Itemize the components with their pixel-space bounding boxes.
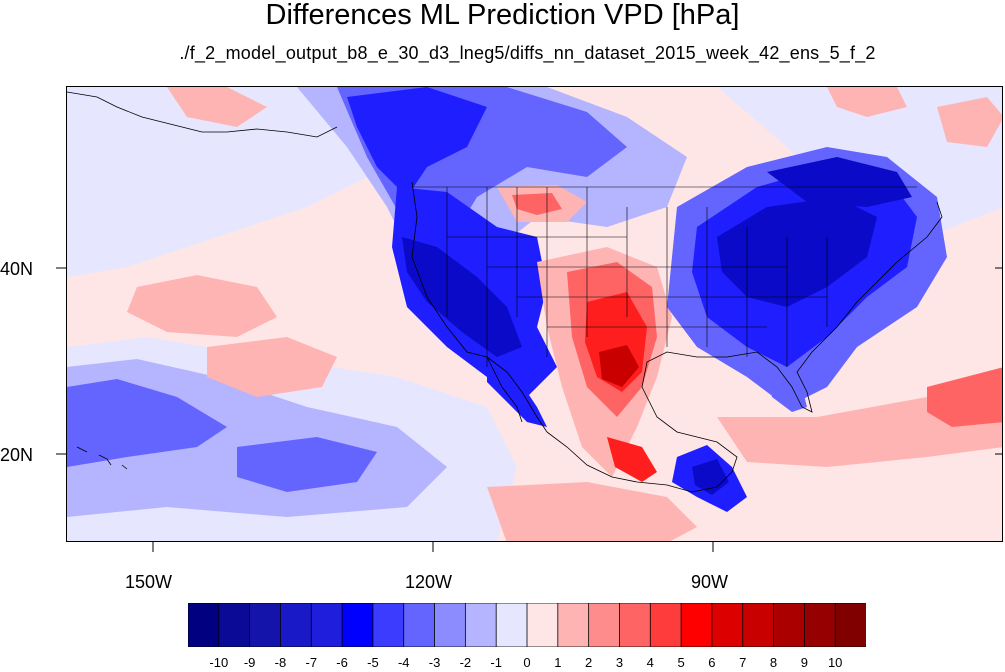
lat-label-40n: 40N (0, 259, 34, 279)
pacific-warm-anomaly-south (207, 337, 337, 397)
colorbar-tick-label: -4 (397, 655, 410, 670)
great-lakes-deep-blue (717, 197, 877, 307)
colorbar-tick-label: -10 (209, 655, 229, 670)
colorbar-swatch (680, 603, 713, 647)
alaska-warm-anomaly (167, 87, 267, 127)
colorbar-tick-label: 3 (615, 655, 624, 670)
colorbar-swatch (773, 603, 806, 647)
colorbar-tick-label: 9 (800, 655, 808, 670)
canada-rockies-blue (347, 87, 487, 197)
pacific-neutral-region (67, 87, 397, 277)
colorbar-swatch (188, 603, 220, 647)
colorbar-tick-label: -7 (305, 655, 318, 670)
labrador-warm (937, 97, 1002, 147)
colorbar-swatch (834, 603, 866, 647)
colorbar-swatch (249, 603, 282, 647)
coastlines (67, 91, 943, 493)
central-pacific-mid-blue (237, 437, 377, 492)
colorbar-tick-label: -5 (367, 655, 379, 670)
colorbar-swatch (619, 603, 652, 647)
colorbar-swatch (403, 603, 436, 647)
state-borders (412, 186, 917, 367)
colorbar-tick-label: 1 (554, 655, 562, 670)
pacific-warm-anomaly (127, 275, 277, 337)
colorbar-tick-label: 6 (708, 655, 716, 670)
colorbar-swatch (280, 603, 313, 647)
colorbar-tick-label: 2 (585, 655, 593, 670)
colorbar-swatch (434, 603, 467, 647)
colorbar-tick-label: -2 (459, 655, 472, 670)
colorbar-swatch (557, 603, 590, 647)
colorbar-tick-label: -6 (336, 655, 348, 670)
colorbar-swatch (372, 603, 405, 647)
colorbar-swatch (218, 603, 251, 647)
vpd-difference-map (67, 87, 1002, 541)
colorbar-tick-label: 8 (769, 655, 778, 670)
colorbar-swatch (711, 603, 744, 647)
chart-title: Differences ML Prediction VPD [hPa] (265, 0, 740, 31)
colorbar-tick-label: -8 (274, 655, 287, 670)
atlantic-mid-red (927, 367, 1002, 427)
texas-deep-red-core (599, 345, 639, 387)
north-atlantic-warm (827, 87, 907, 117)
colorbar-swatch (495, 603, 528, 647)
baja-california-blue (487, 357, 547, 427)
lat-label-20n: 20N (0, 445, 34, 465)
northern-plains-mid-red (512, 193, 562, 215)
colorbar-tick-label: -1 (490, 655, 502, 670)
colorbar-swatch (588, 603, 621, 647)
colorbar-swatch (649, 603, 682, 647)
subtropical-pacific-mid-blue (67, 379, 227, 467)
colorbar-swatch (464, 603, 498, 647)
map-panel (66, 86, 1003, 542)
colorbar-tick-label: 10 (827, 655, 843, 670)
colorbar-swatch (310, 603, 343, 647)
colorbar (188, 603, 866, 647)
colorbar-tick-label: 7 (739, 655, 747, 670)
eastern-pacific-warm (487, 482, 697, 541)
western-us-deep-blue (402, 237, 522, 357)
lon-label-90w: 90W (691, 572, 729, 592)
colorbar-tick-label: 0 (523, 655, 531, 670)
florida-mid-blue (767, 377, 807, 412)
central-mexico-red (607, 437, 657, 482)
colorbar-swatch (526, 603, 559, 647)
colorbar-tick-label: 4 (646, 655, 654, 670)
chart-subtitle: ./f_2_model_output_b8_e_30_d3_lneg5/diff… (179, 43, 876, 63)
colorbar-tick-label: 5 (677, 655, 685, 670)
lon-label-120w: 120W (405, 572, 453, 592)
colorbar-swatch (742, 603, 775, 647)
central-america-deep-blue (692, 459, 729, 495)
colorbar-tick-label: -3 (428, 655, 441, 670)
quebec-deep-blue (767, 157, 912, 207)
colorbar-tick-label: -9 (243, 655, 256, 670)
colorbar-swatch (341, 603, 374, 647)
lon-label-150w: 150W (125, 572, 173, 592)
axis-ticks (56, 267, 1003, 552)
colorbar-swatch (803, 603, 837, 647)
